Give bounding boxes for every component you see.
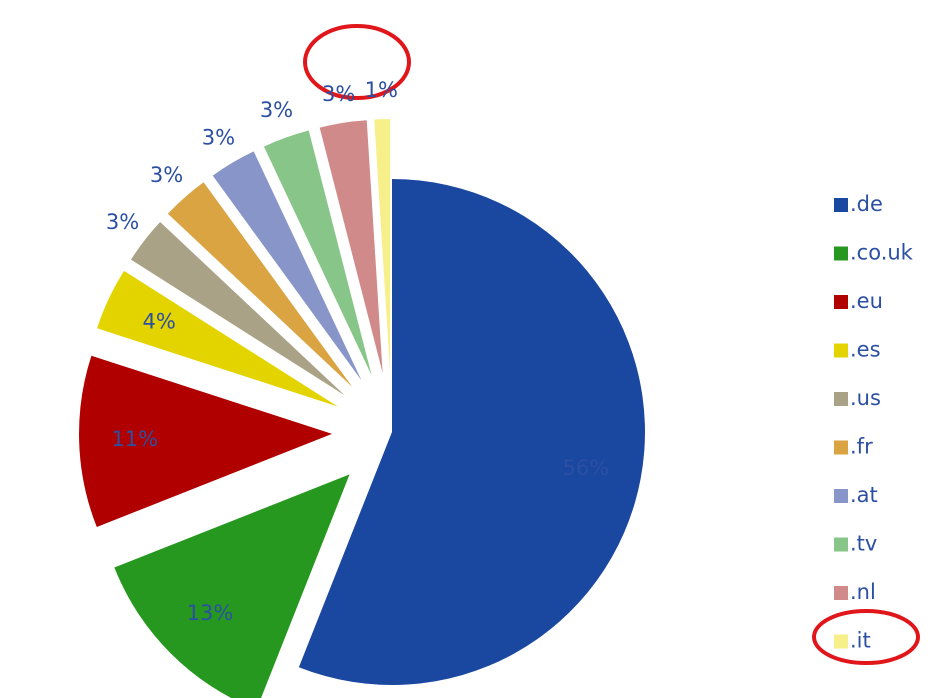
data-label: 3% bbox=[260, 98, 293, 122]
data-label: 3% bbox=[106, 210, 139, 234]
data-label: 4% bbox=[142, 309, 175, 333]
pie-slice bbox=[212, 151, 362, 381]
legend-label: .at bbox=[850, 483, 878, 507]
pie-slice bbox=[130, 222, 345, 396]
legend-swatch bbox=[834, 392, 848, 406]
legend-label: .es bbox=[850, 338, 881, 362]
data-label: 11% bbox=[111, 427, 158, 451]
data-label: 3% bbox=[322, 82, 355, 106]
highlight-circle bbox=[812, 609, 920, 665]
legend-swatch bbox=[834, 586, 848, 600]
pie-slice bbox=[167, 182, 353, 387]
legend-swatch bbox=[834, 295, 848, 309]
highlight-circle bbox=[303, 24, 411, 100]
legend-swatch bbox=[834, 246, 848, 261]
pie-slice bbox=[97, 270, 338, 407]
pie-slice bbox=[79, 355, 333, 528]
data-label: 1% bbox=[365, 78, 398, 102]
legend-swatch bbox=[834, 634, 848, 649]
legend-swatch bbox=[834, 440, 848, 455]
pie-slice bbox=[263, 130, 372, 376]
data-label: 13% bbox=[187, 601, 234, 625]
legend-label: .eu bbox=[850, 289, 883, 313]
data-label: 3% bbox=[150, 163, 183, 187]
legend-label: .nl bbox=[850, 580, 876, 604]
legend-label: .de bbox=[850, 192, 883, 216]
pie-slice bbox=[114, 474, 350, 698]
legend-label: .fr bbox=[850, 435, 873, 459]
legend-swatch bbox=[834, 537, 848, 552]
legend-label: .it bbox=[850, 629, 871, 653]
legend-label: .tv bbox=[850, 532, 877, 556]
data-label: 56% bbox=[563, 456, 610, 480]
legend-label: .us bbox=[850, 386, 881, 410]
legend-swatch bbox=[834, 489, 848, 503]
legend-swatch bbox=[834, 343, 848, 358]
legend-label: .co.uk bbox=[850, 241, 914, 265]
pie-slice bbox=[298, 179, 645, 685]
pie-slice bbox=[319, 120, 383, 373]
legend-swatch bbox=[834, 198, 848, 212]
data-label: 3% bbox=[202, 125, 235, 149]
pie-slice bbox=[374, 119, 391, 373]
